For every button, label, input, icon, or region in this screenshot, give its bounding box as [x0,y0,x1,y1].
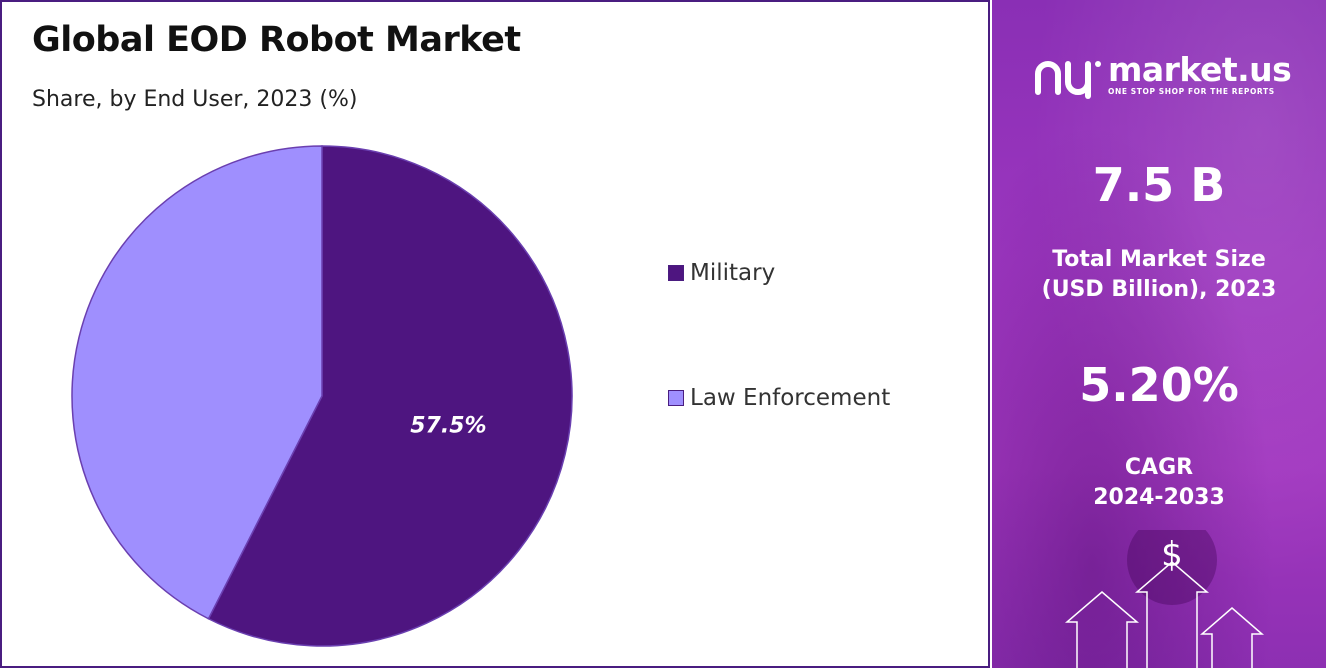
legend-item-law-enforcement: Law Enforcement [668,385,890,411]
cagr-label-line1: CAGR [1124,455,1194,480]
pie-chart: 57.5% [71,145,573,647]
pie-slice-law-enforcement [71,145,323,620]
logo-tagline: ONE STOP SHOP FOR THE REPORTS [1108,87,1275,96]
logo-icon [1035,61,1101,99]
cagr-label-line2: 2024-2033 [1093,485,1225,510]
legend-label-law-enforcement: Law Enforcement [690,385,891,411]
market-us-logo: market.us ONE STOP SHOP FOR THE REPORTS [1032,50,1292,102]
pie-slice-military [207,145,573,647]
market-size-value: 7.5 B [1092,158,1226,212]
logo-text: market.us [1108,50,1292,89]
cagr-label: CAGR 2024-2033 [992,453,1326,513]
chart-panel: Global EOD Robot Market Share, by End Us… [0,0,990,668]
market-size-label-line1: Total Market Size [1052,247,1266,272]
market-size-label-line2: (USD Billion), 2023 [1041,277,1277,302]
chart-title: Global EOD Robot Market [32,20,521,60]
market-size-label: Total Market Size (USD Billion), 2023 [992,245,1326,305]
summary-panel: market.us ONE STOP SHOP FOR THE REPORTS … [992,0,1326,668]
growth-arrows-icon: $ [1064,530,1265,668]
legend-item-military: Military [668,260,775,286]
data-label-military: 57.5% [410,413,486,438]
chart-subtitle: Share, by End User, 2023 (%) [32,87,358,112]
legend-swatch-law-enforcement [668,390,684,406]
cagr-value: 5.20% [1079,358,1239,412]
dollar-icon: $ [1161,535,1183,575]
legend-swatch-military [668,265,684,281]
legend-label-military: Military [690,260,776,286]
